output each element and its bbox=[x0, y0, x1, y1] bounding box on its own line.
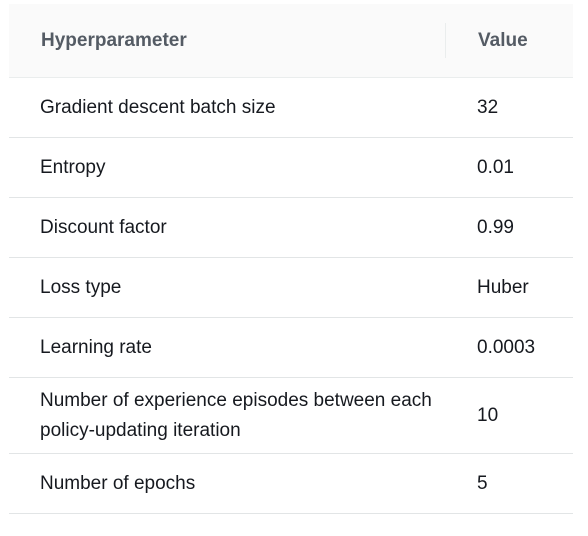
cell-value: 5 bbox=[446, 453, 573, 514]
cell-hyperparameter: Entropy bbox=[9, 137, 446, 198]
header-value-label: Value bbox=[478, 29, 528, 51]
table-row: Number of epochs 5 bbox=[9, 453, 573, 514]
cell-value: 32 bbox=[446, 77, 573, 138]
cell-value: 0.01 bbox=[446, 137, 573, 198]
table-header: Hyperparameter Value bbox=[9, 4, 573, 78]
hyperparameter-table: Hyperparameter Value Gradient descent ba… bbox=[9, 4, 573, 514]
cell-value: Huber bbox=[446, 257, 573, 318]
cell-value: 0.0003 bbox=[446, 317, 573, 378]
table-row: Discount factor 0.99 bbox=[9, 197, 573, 258]
cell-hyperparameter: Number of experience episodes between ea… bbox=[9, 377, 446, 454]
header-hyperparameter-label: Hyperparameter bbox=[41, 29, 187, 51]
cell-hyperparameter: Gradient descent batch size bbox=[9, 77, 446, 138]
cell-hyperparameter: Discount factor bbox=[9, 197, 446, 258]
header-hyperparameter: Hyperparameter bbox=[9, 4, 446, 78]
cell-hyperparameter: Loss type bbox=[9, 257, 446, 318]
hyperparameter-table-container: Hyperparameter Value Gradient descent ba… bbox=[9, 4, 573, 514]
table-row: Gradient descent batch size 32 bbox=[9, 77, 573, 138]
column-divider bbox=[445, 23, 446, 58]
cell-hyperparameter: Number of epochs bbox=[9, 453, 446, 514]
header-row: Hyperparameter Value bbox=[9, 4, 573, 78]
table-row: Entropy 0.01 bbox=[9, 137, 573, 198]
header-value: Value bbox=[446, 4, 573, 78]
cell-value: 10 bbox=[446, 377, 573, 454]
table-row: Number of experience episodes between ea… bbox=[9, 377, 573, 454]
table-row: Loss type Huber bbox=[9, 257, 573, 318]
table-body: Gradient descent batch size 32 Entropy 0… bbox=[9, 77, 573, 514]
cell-hyperparameter: Learning rate bbox=[9, 317, 446, 378]
cell-value: 0.99 bbox=[446, 197, 573, 258]
table-row: Learning rate 0.0003 bbox=[9, 317, 573, 378]
